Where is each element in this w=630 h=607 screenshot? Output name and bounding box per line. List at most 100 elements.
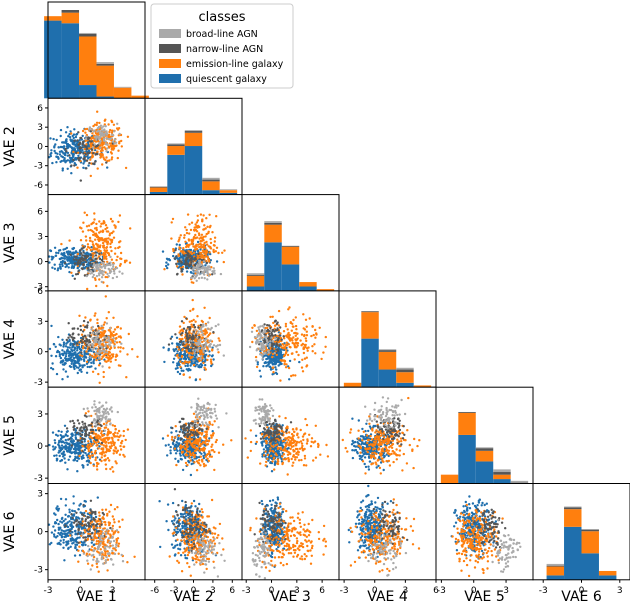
point-quiescent-galaxy: [54, 355, 58, 358]
point-narrow-line-agn: [89, 331, 92, 335]
point-narrow-line-agn: [186, 435, 189, 439]
hist-bar-narrow-line-agn-bin-3: [281, 245, 300, 247]
point-quiescent-galaxy: [48, 255, 51, 258]
point-broad-line-agn: [199, 357, 202, 361]
point-narrow-line-agn: [176, 272, 179, 276]
point-narrow-line-agn: [274, 334, 277, 337]
point-quiescent-galaxy: [66, 126, 69, 129]
point-quiescent-galaxy: [166, 454, 169, 457]
point-narrow-line-agn: [186, 341, 190, 344]
point-quiescent-galaxy: [176, 438, 180, 441]
point-quiescent-galaxy: [71, 140, 74, 143]
point-emission-line-galaxy: [123, 261, 127, 264]
hist-bar-quiescent-galaxy-bin-2: [264, 242, 282, 291]
point-emission-line-galaxy: [119, 346, 122, 349]
point-narrow-line-agn: [80, 440, 84, 444]
point-quiescent-galaxy: [64, 359, 68, 362]
point-narrow-line-agn: [85, 428, 89, 431]
point-narrow-line-agn: [171, 426, 174, 430]
point-emission-line-galaxy: [95, 121, 99, 125]
point-broad-line-agn: [196, 332, 199, 336]
point-narrow-line-agn: [93, 436, 96, 440]
hist-bar-quiescent-galaxy-bin-4: [299, 286, 317, 291]
point-broad-line-agn: [261, 349, 264, 352]
point-broad-line-agn: [191, 262, 195, 265]
point-emission-line-galaxy: [185, 228, 188, 232]
point-quiescent-galaxy: [298, 360, 301, 364]
point-broad-line-agn: [198, 262, 201, 265]
point-broad-line-agn: [104, 143, 108, 146]
point-emission-line-galaxy: [202, 361, 205, 365]
point-narrow-line-agn: [172, 439, 175, 443]
point-emission-line-galaxy: [114, 144, 117, 148]
point-quiescent-galaxy: [69, 156, 72, 160]
point-quiescent-galaxy: [73, 457, 77, 461]
point-broad-line-agn: [204, 342, 208, 345]
point-broad-line-agn: [99, 414, 102, 417]
point-quiescent-galaxy: [50, 366, 53, 370]
point-broad-line-agn: [94, 269, 97, 273]
point-quiescent-galaxy: [58, 353, 62, 356]
hist-bar-quiescent-galaxy-bin-5: [219, 192, 238, 195]
point-broad-line-agn: [202, 333, 205, 337]
point-quiescent-galaxy: [62, 248, 65, 251]
point-broad-line-agn: [200, 329, 203, 332]
point-emission-line-galaxy: [187, 352, 191, 355]
point-narrow-line-agn: [77, 333, 80, 336]
point-narrow-line-agn: [80, 136, 83, 140]
point-narrow-line-agn: [72, 343, 76, 346]
point-quiescent-galaxy: [184, 456, 187, 460]
point-narrow-line-agn: [79, 151, 82, 154]
point-broad-line-agn: [263, 328, 267, 332]
point-narrow-line-agn: [186, 326, 190, 329]
point-emission-line-galaxy: [105, 156, 108, 159]
point-quiescent-galaxy: [59, 448, 63, 452]
point-emission-line-galaxy: [120, 139, 123, 143]
point-quiescent-galaxy: [90, 365, 93, 368]
point-emission-line-galaxy: [222, 260, 225, 264]
point-emission-line-galaxy: [112, 123, 116, 127]
point-broad-line-agn: [103, 266, 107, 270]
point-broad-line-agn: [91, 275, 95, 279]
point-emission-line-galaxy: [215, 246, 219, 249]
point-emission-line-galaxy: [192, 412, 196, 415]
point-emission-line-galaxy: [109, 333, 113, 337]
hist-bar-narrow-line-agn-bin-4: [96, 63, 114, 66]
point-emission-line-galaxy: [105, 467, 108, 471]
point-quiescent-galaxy: [196, 240, 200, 244]
hist-bar-narrow-line-agn-bin-3: [184, 131, 203, 133]
point-quiescent-galaxy: [60, 430, 63, 433]
point-emission-line-galaxy: [96, 318, 99, 321]
point-broad-line-agn: [111, 133, 115, 137]
point-emission-line-galaxy: [293, 343, 296, 346]
point-emission-line-galaxy: [176, 345, 179, 349]
point-broad-line-agn: [108, 344, 112, 347]
point-narrow-line-agn: [276, 338, 279, 341]
point-emission-line-galaxy: [111, 129, 114, 133]
point-quiescent-galaxy: [51, 431, 55, 434]
point-quiescent-galaxy: [64, 461, 67, 464]
point-broad-line-agn: [193, 352, 196, 355]
point-broad-line-agn: [105, 130, 108, 133]
point-emission-line-galaxy: [251, 326, 254, 329]
point-broad-line-agn: [105, 401, 108, 404]
point-emission-line-galaxy: [104, 441, 107, 444]
panel-r1-c1: [44, 1, 149, 99]
point-emission-line-galaxy: [196, 214, 199, 217]
point-quiescent-galaxy: [187, 367, 190, 371]
point-narrow-line-agn: [77, 270, 80, 273]
point-quiescent-galaxy: [61, 349, 64, 352]
point-emission-line-galaxy: [201, 442, 204, 445]
point-emission-line-galaxy: [117, 429, 121, 433]
point-narrow-line-agn: [188, 433, 192, 436]
point-emission-line-galaxy: [197, 243, 200, 246]
hist-bar-emission-line-galaxy-bin-6: [131, 95, 149, 99]
point-broad-line-agn: [100, 324, 103, 328]
point-emission-line-galaxy: [198, 437, 202, 441]
point-broad-line-agn: [92, 265, 95, 268]
point-emission-line-galaxy: [203, 306, 206, 309]
point-emission-line-galaxy: [81, 129, 85, 133]
point-quiescent-galaxy: [49, 249, 52, 252]
point-emission-line-galaxy: [98, 381, 101, 384]
point-emission-line-galaxy: [124, 438, 127, 442]
